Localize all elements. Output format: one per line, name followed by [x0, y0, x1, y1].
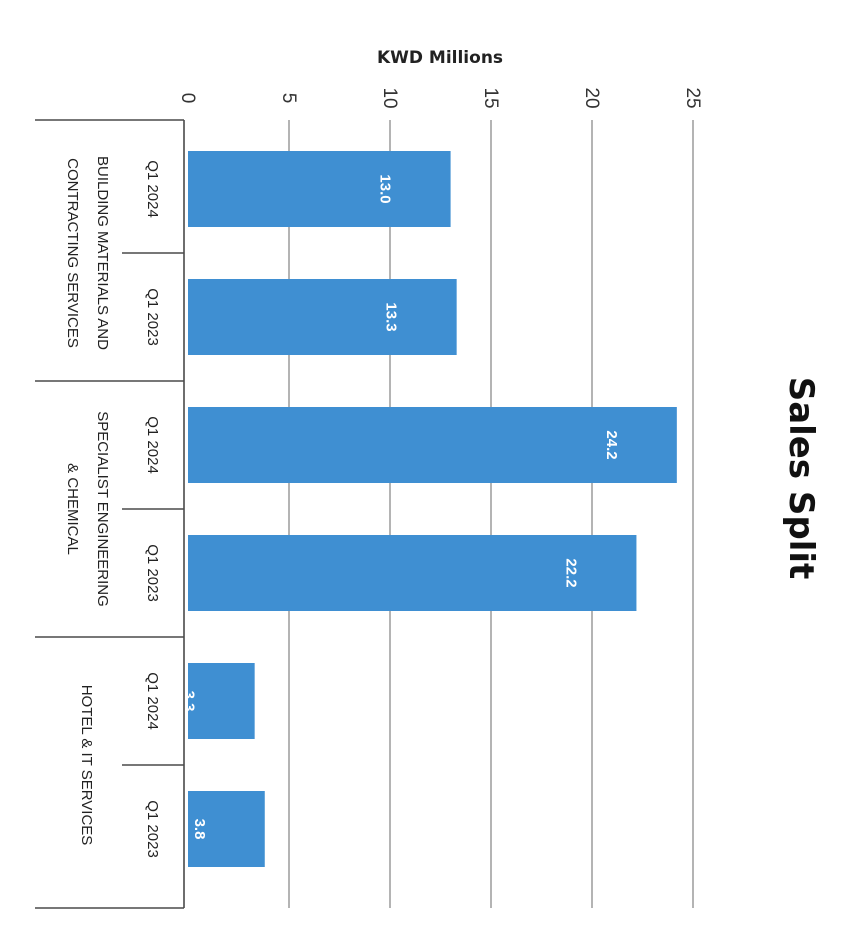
- segment-label: & CHEMICAL: [64, 463, 81, 555]
- value-axis-ticks: 0 5 10 15 20 25: [177, 87, 703, 108]
- chart-title: Sales Split: [781, 377, 821, 580]
- bar: [188, 663, 255, 739]
- period-tick-label: Q1 2023: [144, 288, 161, 346]
- y-tick-label: 25: [682, 87, 703, 108]
- segment-label: CONTRACTING SERVICES: [64, 158, 81, 348]
- bar-value-label: 3.8: [191, 819, 208, 840]
- bars: 13.0 13.3 24.2 22.2 3.3 3.8: [181, 151, 677, 867]
- y-tick-label: 10: [379, 87, 400, 108]
- period-tick-label: Q1 2024: [144, 416, 161, 474]
- segment-label: HOTEL & IT SERVICES: [78, 685, 95, 846]
- bar: [188, 151, 451, 227]
- period-tick-label: Q1 2023: [144, 544, 161, 602]
- segment-label: SPECIALIST ENGINEERING: [94, 411, 111, 607]
- bar-value-label: 22.2: [562, 558, 579, 587]
- y-tick-label: 0: [177, 93, 198, 104]
- bar: [188, 407, 677, 483]
- category-axis: Q1 2024 Q1 2023 Q1 2024 Q1 2023 Q1 2024 Q1 20…: [35, 119, 185, 909]
- bar-value-label: 13.3: [383, 302, 400, 331]
- bar-value-label: 24.2: [603, 430, 620, 459]
- y-tick-label: 15: [480, 87, 501, 108]
- gridlines: [288, 120, 694, 908]
- bar: [188, 791, 265, 867]
- period-tick-label: Q1 2024: [144, 672, 161, 730]
- bar: [188, 535, 637, 611]
- bar-value-label: 13.0: [377, 174, 394, 203]
- y-axis-title: KWD Millions: [377, 48, 503, 68]
- bar-value-label: 3.3: [181, 691, 198, 712]
- bar: [188, 279, 457, 355]
- period-tick-label: Q1 2024: [144, 160, 161, 218]
- period-tick-label: Q1 2023: [144, 800, 161, 858]
- y-tick-label: 20: [581, 87, 602, 108]
- segment-label: BUILDING MATERIALS AND: [94, 156, 111, 350]
- y-tick-label: 5: [278, 93, 299, 104]
